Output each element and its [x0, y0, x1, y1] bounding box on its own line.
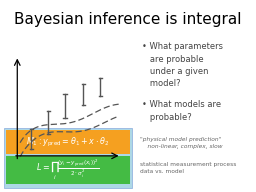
Text: Bayesian inference is integral: Bayesian inference is integral	[14, 12, 242, 27]
Text: • What models are
   probable?: • What models are probable?	[142, 100, 221, 122]
FancyBboxPatch shape	[6, 130, 130, 154]
Text: statistical measurement process
data vs. model: statistical measurement process data vs.…	[140, 162, 236, 174]
Text: $L = \prod_i \frac{(y_i - y_\mathrm{pred}(x_i))^2}{2 \cdot \sigma_i^2}$: $L = \prod_i \frac{(y_i - y_\mathrm{pred…	[36, 158, 100, 182]
FancyBboxPatch shape	[6, 156, 130, 184]
FancyBboxPatch shape	[4, 128, 132, 188]
Text: "physical model prediction"
    non-linear, complex, slow: "physical model prediction" non-linear, …	[140, 137, 222, 149]
Text: • What parameters
   are probable
   under a given
   model?: • What parameters are probable under a g…	[142, 42, 223, 89]
Text: $M_1 : y_\mathrm{pred} = \theta_1 + x \cdot \theta_2$: $M_1 : y_\mathrm{pred} = \theta_1 + x \c…	[26, 135, 110, 149]
